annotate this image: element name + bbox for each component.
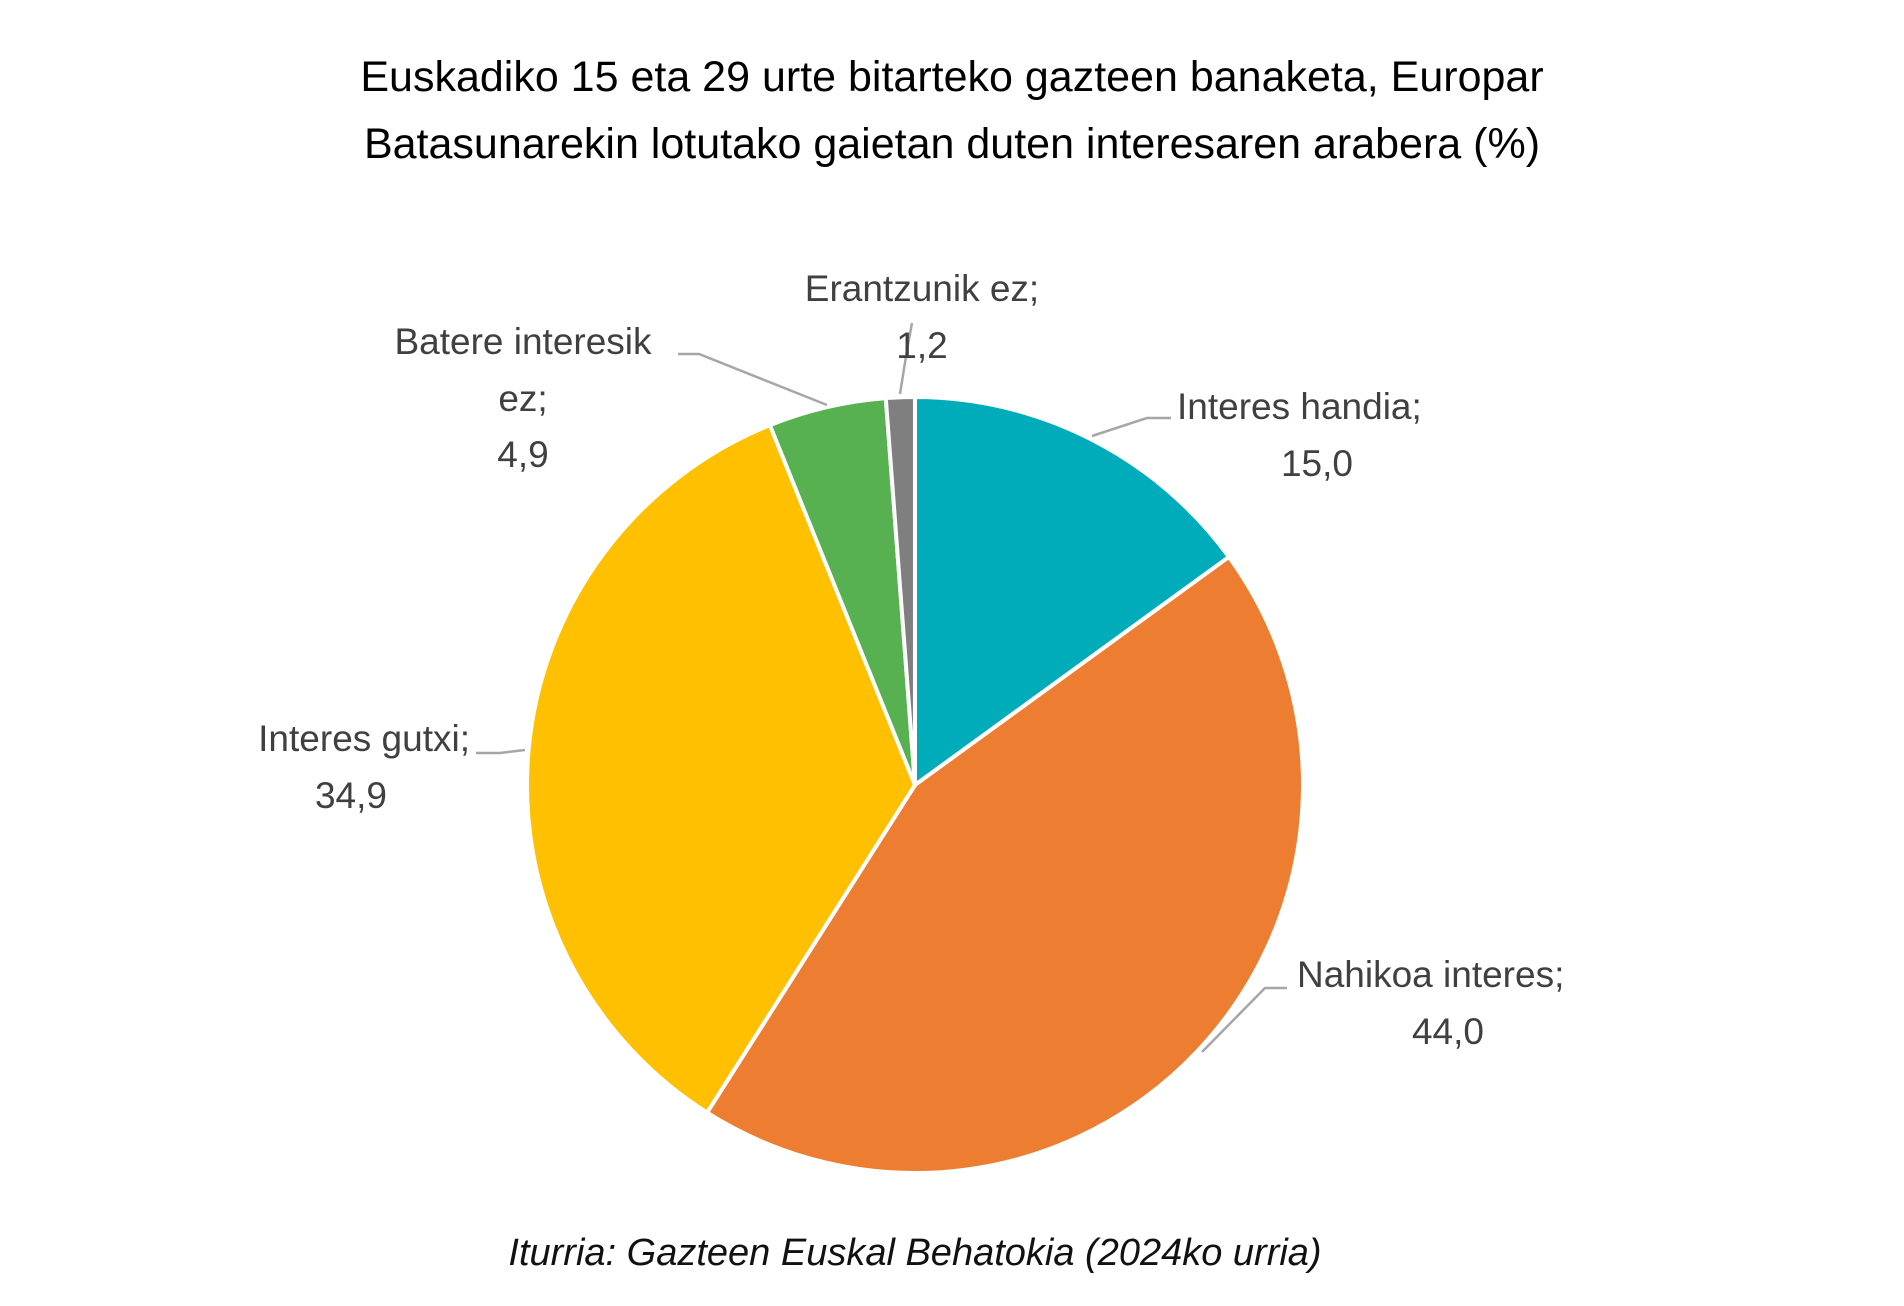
slice-label-batere-interesik-line-2: ez; [498, 378, 547, 419]
leader-line-erantzunik-ez [898, 322, 914, 395]
leader-line-interes-handia [1091, 416, 1171, 438]
slice-label-interes-gutxi: Interes gutxi; [258, 718, 470, 759]
value-label-batere-interesik: 4,9 [497, 434, 548, 475]
slice-label-nahikoa-interes: Nahikoa interes; [1297, 954, 1564, 995]
value-label-interes-gutxi: 34,9 [315, 775, 387, 816]
leader-line-interes-gutxi [476, 748, 526, 755]
chart-title-line-2: Batasunarekin lotutako gaietan duten int… [363, 120, 1541, 168]
pie-slice-interes-handia [913, 395, 1231, 787]
pie-slice-nahikoa-interes [705, 554, 1306, 1175]
slice-label-interes-handia: Interes handia; [1177, 386, 1422, 427]
leader-line-batere-interesik [678, 352, 828, 407]
chart-title: Euskadiko 15 eta 29 urte bitarteko gazte… [0, 44, 1904, 178]
pie-slice-interes-gutxi [525, 423, 917, 1115]
chart-source: Iturria: Gazteen Euskal Behatokia (2024k… [508, 1232, 1322, 1274]
value-label-nahikoa-interes: 44,0 [1412, 1011, 1484, 1052]
value-label-interes-handia: 15,0 [1281, 443, 1353, 484]
pie-slice-erantzunik-ez [883, 395, 917, 787]
leader-line-nahikoa-interes [1201, 986, 1287, 1053]
slice-label-batere-interesik-line-1: Batere interesik [394, 321, 652, 362]
value-label-erantzunik-ez: 1,2 [896, 325, 947, 366]
chart-title-line-1: Euskadiko 15 eta 29 urte bitarteko gazte… [360, 53, 1544, 101]
slice-label-erantzunik-ez: Erantzunik ez; [805, 268, 1039, 309]
